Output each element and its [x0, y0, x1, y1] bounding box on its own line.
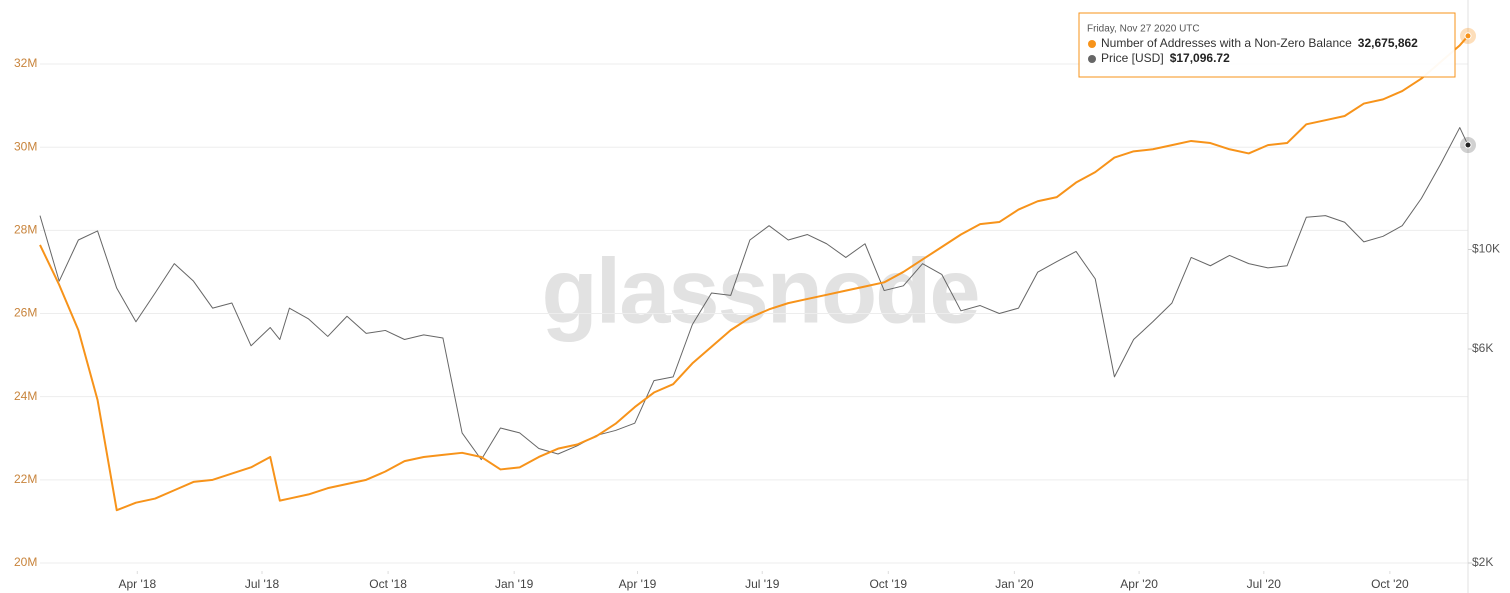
x-tick-label: Apr '19 — [619, 577, 657, 591]
x-tick-label: Jan '19 — [495, 577, 534, 591]
y-tick-label: 24M — [14, 389, 37, 403]
watermark: glassnode — [541, 240, 978, 342]
x-tick-label: Jul '20 — [1247, 577, 1282, 591]
legend-label: Price [USD] — [1101, 51, 1164, 65]
y-tick-label: 28M — [14, 223, 37, 237]
y-tick-label: 20M — [14, 555, 37, 569]
hover-point — [1464, 141, 1472, 149]
tooltip-dot — [1088, 55, 1096, 63]
x-tick-label: Jul '19 — [745, 577, 780, 591]
legend-label: Number of Addresses with a Non-Zero Bala… — [1101, 36, 1352, 50]
y-tick-label: 30M — [14, 139, 37, 153]
x-tick-label: Jul '18 — [245, 577, 280, 591]
y2-tick-label: $2K — [1472, 555, 1493, 569]
y2-tick-label: $10K — [1472, 242, 1500, 256]
series-line — [39, 127, 1469, 461]
tooltip-value: $17,096.72 — [1170, 51, 1230, 65]
y2-tick-label: $6K — [1472, 341, 1493, 355]
y-tick-label: 22M — [14, 472, 37, 486]
x-tick-label: Oct '19 — [869, 577, 907, 591]
series-line — [39, 35, 1469, 512]
x-tick-label: Jan '20 — [995, 577, 1034, 591]
tooltip-dot — [1088, 40, 1096, 48]
x-tick-label: Apr '18 — [118, 577, 156, 591]
x-tick-label: Oct '18 — [369, 577, 407, 591]
hover-point — [1464, 32, 1472, 40]
y-tick-label: 26M — [14, 306, 37, 320]
tooltip-value: 32,675,862 — [1358, 36, 1418, 50]
tooltip-title: Friday, Nov 27 2020 UTC — [1087, 24, 1200, 35]
x-tick-label: Oct '20 — [1371, 577, 1409, 591]
y-tick-label: 32M — [14, 56, 37, 70]
x-tick-label: Apr '20 — [1120, 577, 1158, 591]
tooltip-box — [1078, 12, 1456, 78]
